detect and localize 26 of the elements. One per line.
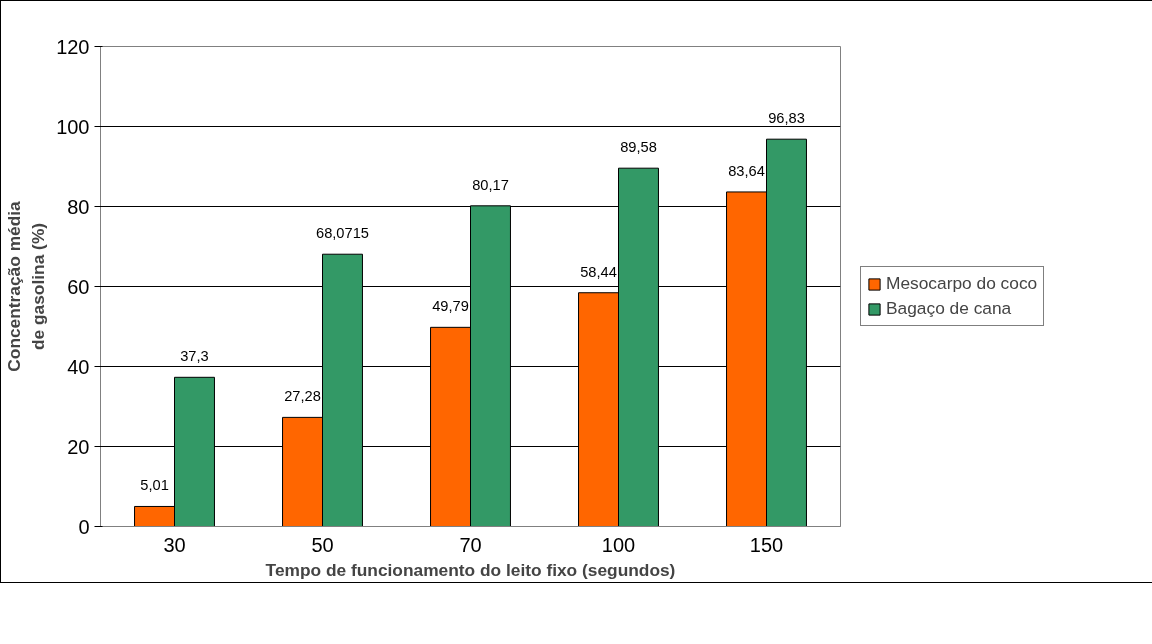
data-label: 68,0715 (315, 225, 369, 242)
data-label: 27,28 (284, 388, 321, 405)
data-label: 49,79 (432, 298, 469, 315)
data-label: 37,3 (180, 348, 209, 365)
y-axis-title: Concentração média de gasolina (%) (4, 200, 49, 372)
y-tick-label: 20 (67, 435, 90, 458)
data-label: 83,64 (728, 162, 765, 179)
data-label: 80,17 (472, 176, 509, 193)
x-tick-label: 30 (163, 533, 186, 556)
data-label: 89,58 (620, 139, 657, 156)
x-tick-label: 50 (311, 533, 334, 556)
data-label: 96,83 (768, 110, 805, 127)
x-tick-label: 70 (459, 533, 482, 556)
data-label: 58,44 (580, 263, 617, 280)
y-tick-label: 40 (67, 355, 90, 378)
y-tick-label: 80 (67, 195, 90, 218)
x-tick-label: 100 (601, 533, 636, 556)
x-axis-title: Tempo de funcionamento do leito fixo (segundos) (265, 559, 676, 580)
y-tick-label: 0 (78, 515, 90, 538)
y-tick-label: 120 (56, 35, 90, 58)
y-tick-label: 100 (56, 115, 90, 138)
legend-label: Mesocarpo do coco (886, 273, 1038, 294)
y-tick-label: 60 (67, 275, 90, 298)
data-label: 5,01 (140, 477, 169, 494)
x-tick-label: 150 (749, 533, 784, 556)
legend-label: Bagaço de cana (886, 298, 1012, 319)
